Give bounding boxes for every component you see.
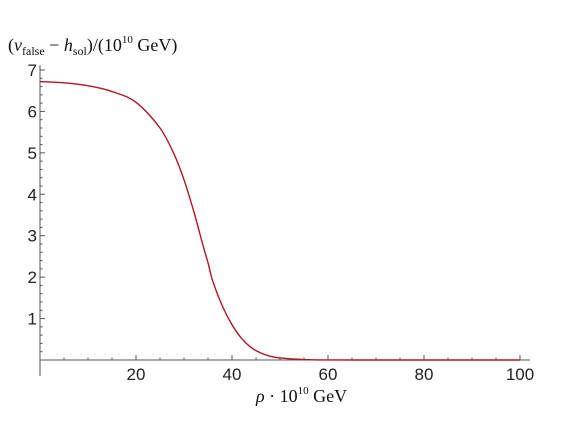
y-tick-label: 1 — [28, 310, 37, 329]
y-tick-label: 2 — [28, 268, 37, 287]
x-axis-title: ρ · 1010 GeV — [255, 385, 347, 406]
y-tick-label: 6 — [28, 102, 37, 121]
y-tick-label: 5 — [28, 144, 37, 163]
x-tick-label: 80 — [415, 365, 434, 384]
ticks — [40, 69, 521, 360]
y-axis-title: (vfalse − hsol)/(1010 GeV) — [8, 34, 177, 58]
tick-labels: 20 40 60 80 100 1 2 3 4 5 6 7 — [28, 61, 535, 384]
x-tick-label: 100 — [506, 365, 534, 384]
y-tick-label: 3 — [28, 227, 37, 246]
x-tick-label: 40 — [223, 365, 242, 384]
axes — [39, 65, 530, 376]
y-tick-label: 4 — [28, 185, 37, 204]
x-tick-label: 60 — [319, 365, 338, 384]
series-line — [39, 80, 520, 361]
x-tick-label: 20 — [127, 365, 146, 384]
y-tick-label: 7 — [28, 61, 37, 80]
